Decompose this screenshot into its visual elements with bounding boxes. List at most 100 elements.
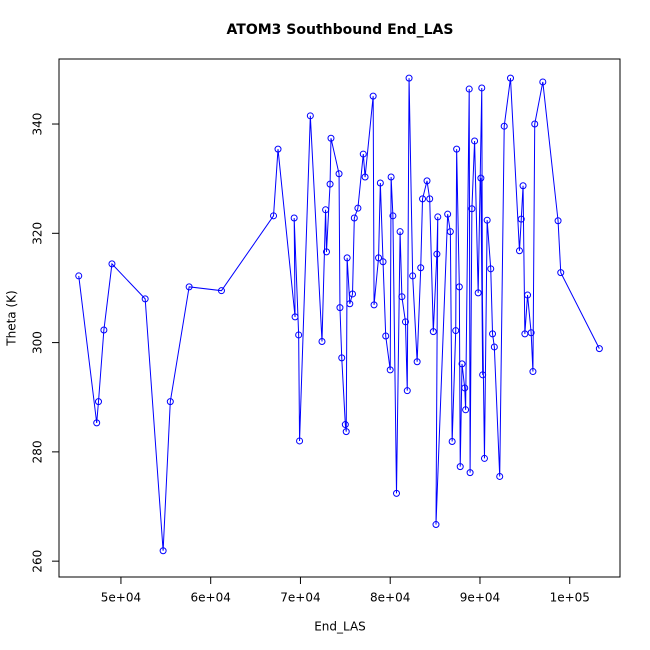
point [290, 214, 298, 222]
point [398, 293, 406, 301]
point [426, 195, 434, 203]
point [94, 398, 102, 406]
point [318, 337, 326, 345]
point [359, 150, 367, 158]
x-axis-label: End_LAS [314, 620, 366, 634]
point [487, 265, 495, 273]
point [453, 145, 461, 153]
point [343, 254, 351, 262]
x-tick-label: 9e+04 [460, 591, 500, 605]
point [452, 327, 460, 335]
point [456, 463, 464, 471]
point [341, 421, 349, 429]
point [100, 326, 108, 334]
point [489, 330, 497, 338]
x-tick-label: 1e+05 [550, 591, 590, 605]
point [461, 384, 469, 392]
point [217, 287, 225, 295]
point [338, 354, 346, 362]
point [392, 489, 400, 497]
point [93, 419, 101, 427]
point [465, 85, 473, 93]
y-tick-label: 300 [31, 331, 45, 354]
point [379, 258, 387, 266]
x-tick-label: 6e+04 [191, 591, 231, 605]
point [403, 387, 411, 395]
point [519, 182, 527, 190]
point [389, 212, 397, 220]
point [478, 84, 486, 92]
point [433, 250, 441, 258]
point [185, 283, 193, 291]
point [429, 328, 437, 336]
point [401, 318, 409, 326]
point [529, 368, 537, 376]
point [554, 217, 562, 225]
point [500, 122, 508, 130]
point [468, 205, 476, 213]
point [409, 272, 417, 280]
point [108, 260, 116, 268]
point [474, 289, 482, 297]
point [595, 345, 603, 353]
point [515, 247, 523, 255]
point [462, 406, 470, 414]
y-tick-label: 280 [31, 440, 45, 463]
x-tick-label: 5e+04 [101, 591, 141, 605]
point [342, 428, 350, 436]
point [417, 264, 425, 272]
point [296, 437, 304, 445]
y-tick-label: 340 [31, 113, 45, 136]
point [506, 74, 514, 82]
point [335, 170, 343, 178]
x-tick-label: 8e+04 [370, 591, 410, 605]
point [413, 358, 421, 366]
point [349, 290, 357, 298]
point [446, 228, 454, 236]
point [527, 329, 535, 337]
point [423, 177, 431, 185]
series-line [78, 78, 600, 551]
point [306, 112, 314, 120]
point [432, 521, 440, 529]
point [480, 454, 488, 462]
point [483, 216, 491, 224]
point [274, 145, 282, 153]
chart-title: ATOM3 Southbound End_LAS [227, 22, 454, 38]
point [455, 283, 463, 291]
point [490, 343, 498, 351]
point [496, 472, 504, 480]
point [517, 215, 525, 223]
point [336, 304, 344, 312]
point [466, 469, 474, 477]
point [382, 332, 390, 340]
point [369, 92, 377, 100]
point [354, 204, 362, 212]
point [557, 269, 565, 277]
y-tick-label: 320 [31, 222, 45, 245]
point [322, 248, 330, 256]
point [376, 179, 384, 187]
point [322, 206, 330, 214]
point [396, 228, 404, 236]
x-tick-label: 7e+04 [280, 591, 320, 605]
point [539, 78, 547, 86]
point [405, 74, 413, 82]
point [386, 366, 394, 374]
point [346, 300, 354, 308]
y-axis-label: Theta (K) [5, 290, 19, 346]
point [419, 195, 427, 203]
point [327, 134, 335, 142]
point [387, 173, 395, 181]
point [291, 313, 299, 321]
point [434, 213, 442, 221]
point [350, 214, 358, 222]
point [75, 272, 83, 280]
point [471, 137, 479, 145]
point [531, 120, 539, 128]
point [458, 360, 466, 368]
point [370, 301, 378, 309]
point [477, 174, 485, 182]
point [479, 371, 487, 379]
